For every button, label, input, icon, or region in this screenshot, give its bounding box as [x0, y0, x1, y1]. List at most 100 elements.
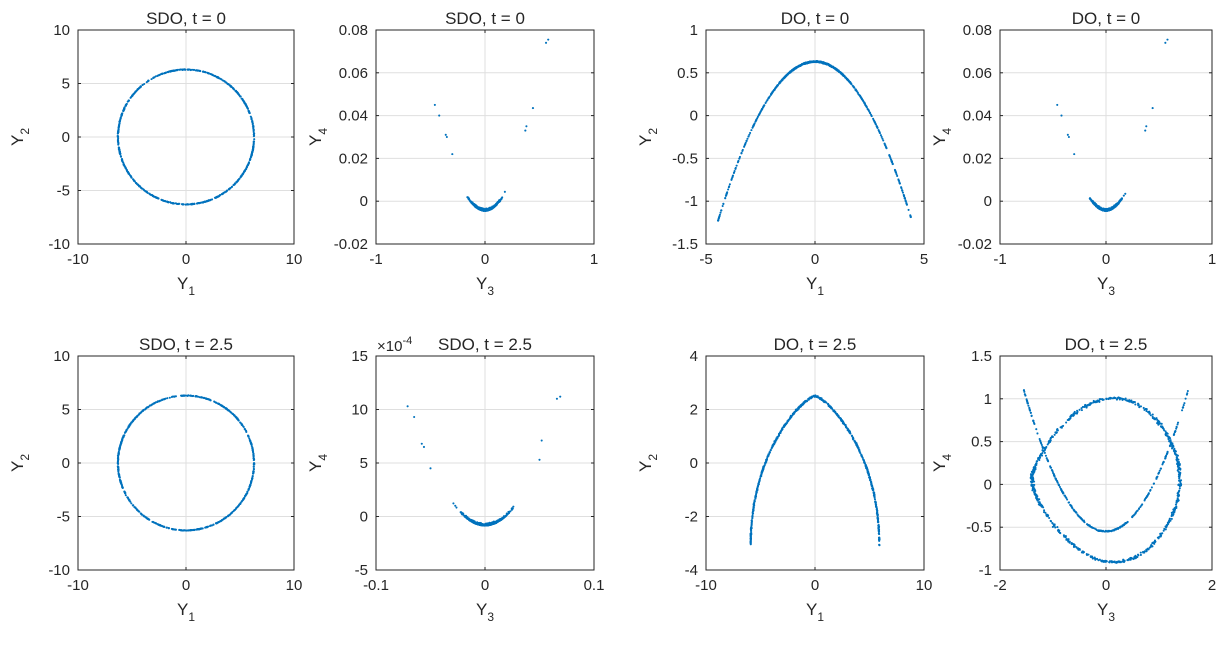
data-point	[249, 158, 251, 160]
x-tick-label: 0	[182, 577, 190, 594]
data-point	[236, 507, 238, 509]
data-point	[132, 504, 134, 506]
data-point	[1098, 205, 1100, 207]
data-point	[547, 39, 549, 41]
x-axis-label: Y1	[177, 600, 195, 624]
data-point	[746, 140, 748, 142]
y-tick-label: 0.04	[963, 108, 992, 125]
data-point	[173, 202, 175, 204]
y-tick-label: 5	[62, 402, 70, 419]
data-point	[253, 141, 255, 143]
data-point	[252, 470, 254, 472]
data-point	[908, 209, 910, 211]
data-point	[130, 97, 132, 99]
data-point	[773, 89, 775, 91]
data-point	[822, 62, 824, 64]
data-point	[808, 61, 810, 63]
x-tick-label: -10	[67, 251, 89, 268]
data-point	[162, 200, 164, 202]
data-point	[151, 404, 153, 406]
data-point	[150, 194, 152, 196]
data-point	[910, 216, 912, 218]
data-point	[487, 524, 489, 526]
x-tick-label: -0.1	[363, 577, 389, 594]
data-point	[118, 146, 120, 148]
data-point	[1124, 193, 1126, 195]
data-point	[1144, 130, 1146, 132]
x-tick-label: -1	[993, 251, 1006, 268]
data-point	[852, 438, 854, 440]
data-point	[198, 70, 200, 72]
data-point	[129, 501, 131, 503]
data-point	[241, 173, 243, 175]
data-point	[153, 76, 155, 78]
data-point	[762, 106, 764, 108]
y-axis-label: Y4	[306, 128, 330, 146]
data-point	[1115, 203, 1117, 205]
data-point	[251, 445, 253, 447]
data-point	[737, 161, 739, 163]
data-point	[413, 416, 415, 418]
y-tick-label: -5	[57, 509, 70, 526]
data-point	[118, 121, 120, 123]
data-point	[163, 526, 165, 528]
data-point	[242, 498, 244, 500]
data-point	[247, 488, 249, 490]
data-point	[123, 435, 125, 437]
data-point	[878, 130, 880, 132]
data-point	[117, 140, 119, 142]
data-point	[143, 189, 145, 191]
data-point	[230, 86, 232, 88]
data-point	[125, 494, 127, 496]
data-point	[252, 149, 254, 151]
data-point	[407, 405, 409, 407]
y-axis-label: Y4	[306, 454, 330, 472]
data-point	[1166, 39, 1168, 41]
data-point	[837, 70, 839, 72]
data-point	[451, 153, 453, 155]
data-point	[253, 468, 255, 470]
data-point	[508, 511, 510, 513]
data-point	[1100, 208, 1102, 210]
data-point	[253, 456, 255, 458]
data-point	[121, 438, 123, 440]
data-point	[183, 395, 185, 397]
data-point	[164, 200, 166, 202]
data-point	[170, 70, 172, 72]
data-point	[200, 527, 202, 529]
data-point	[124, 492, 126, 494]
data-point	[243, 100, 245, 102]
data-point	[160, 199, 162, 201]
y-exponent-power: -4	[402, 335, 412, 347]
data-point	[252, 475, 254, 477]
data-point	[474, 205, 476, 207]
data-point	[168, 70, 170, 72]
data-point	[249, 440, 251, 442]
data-point	[246, 106, 248, 108]
data-point	[253, 129, 255, 131]
data-point	[860, 96, 862, 98]
data-point	[192, 69, 194, 71]
data-point	[855, 90, 857, 92]
data-point	[485, 210, 487, 212]
data-point	[499, 200, 501, 202]
data-point	[118, 127, 120, 129]
x-axis-label-subscript: 1	[188, 284, 195, 298]
x-tick-label: 1	[1208, 251, 1216, 268]
data-point	[164, 72, 166, 74]
data-point	[232, 413, 234, 415]
data-point	[1068, 136, 1070, 138]
data-point	[143, 515, 145, 517]
data-point	[470, 520, 472, 522]
data-point	[749, 132, 751, 134]
data-point	[170, 202, 172, 204]
data-point	[252, 125, 254, 127]
y-tick-label: 10	[351, 402, 368, 419]
data-point	[142, 409, 144, 411]
data-point	[495, 203, 497, 205]
data-point	[480, 208, 482, 210]
data-point	[885, 147, 887, 149]
